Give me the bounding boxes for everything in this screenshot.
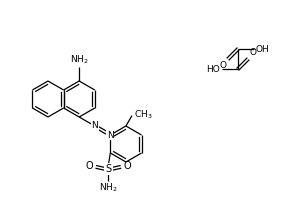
Text: N: N [107,131,114,140]
Text: NH$_2$: NH$_2$ [99,182,118,194]
Text: O: O [86,161,93,171]
Text: OH: OH [256,44,270,53]
Text: N: N [91,122,98,131]
Text: NH$_2$: NH$_2$ [70,53,89,66]
Text: O: O [123,161,131,171]
Text: HO: HO [206,64,220,73]
Text: O: O [250,48,257,57]
Text: S: S [105,164,111,174]
Text: CH$_3$: CH$_3$ [134,108,152,121]
Text: O: O [219,61,226,70]
